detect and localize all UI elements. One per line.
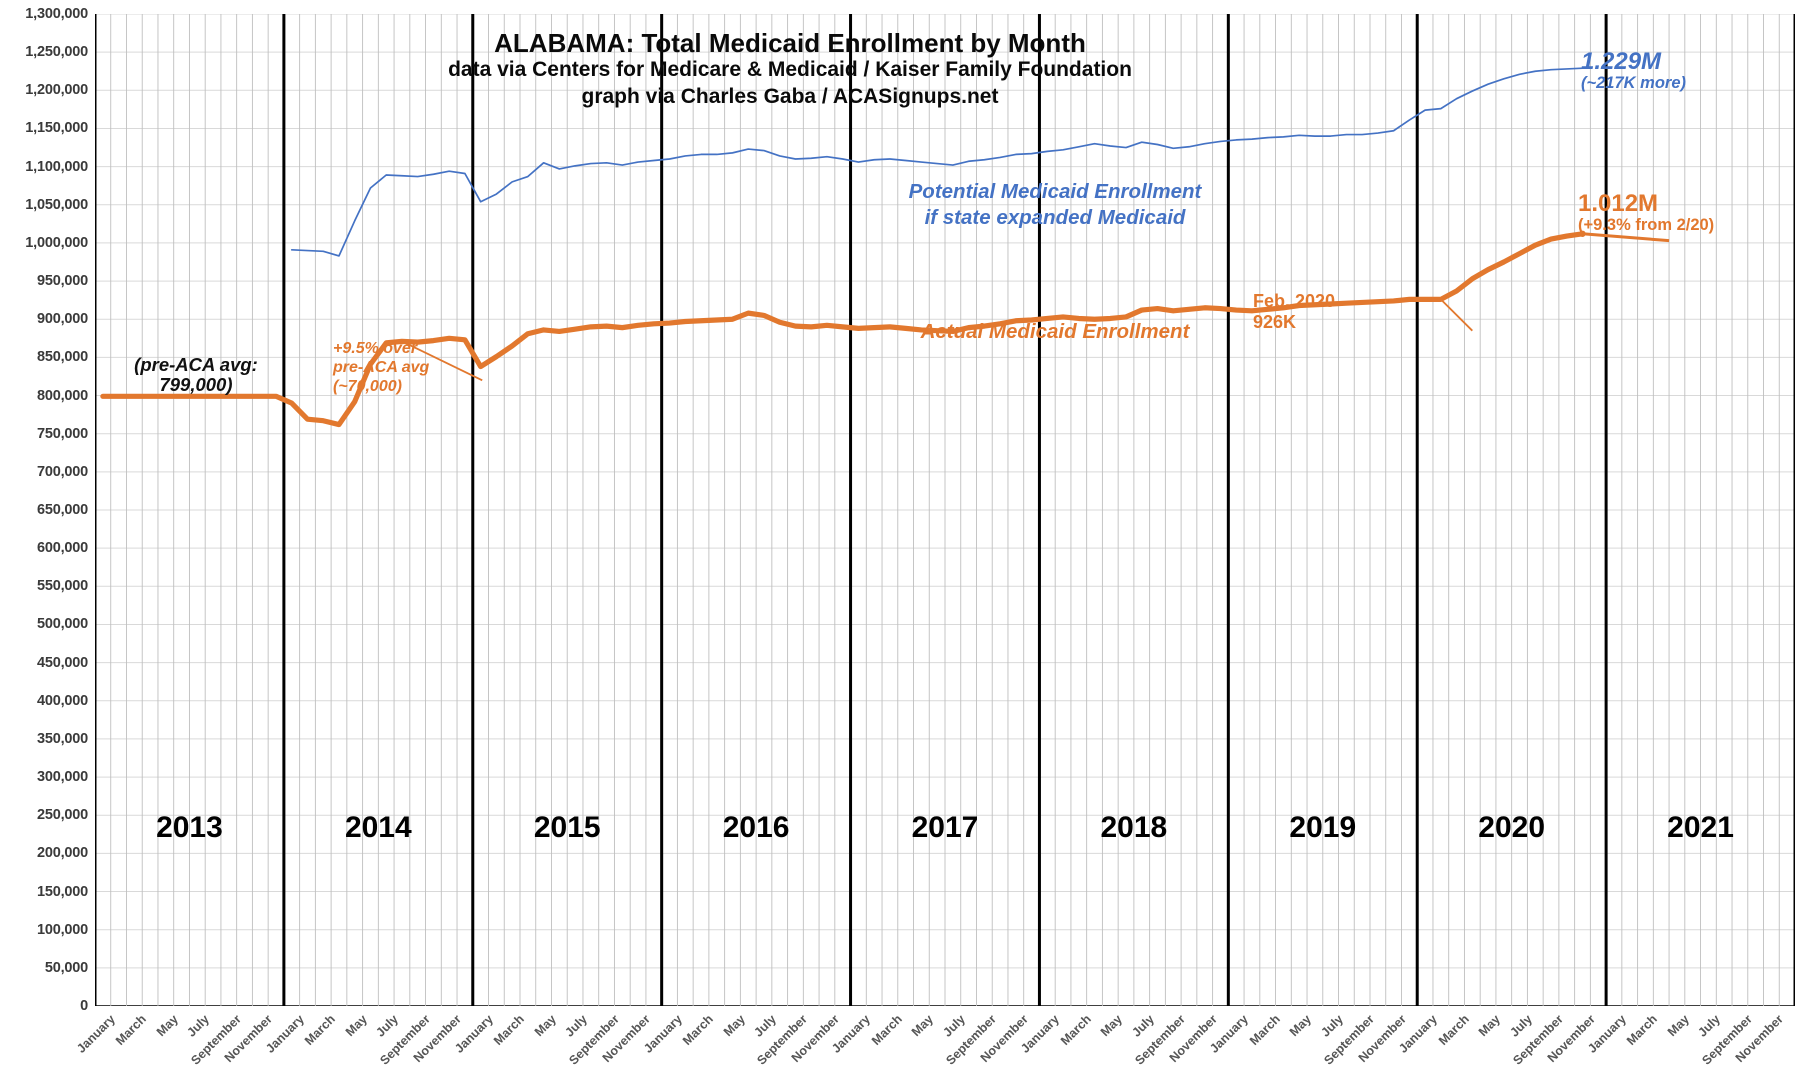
y-axis-tick-label: 1,200,000 bbox=[25, 82, 88, 99]
annotation-potential-value: 1.229M bbox=[1581, 48, 1662, 75]
x-axis-tick-label: May bbox=[1098, 1012, 1126, 1040]
chart-subtitle-credit: graph via Charles Gaba / ACASignups.net bbox=[581, 85, 999, 108]
annotation-potential-delta: (~217K more) bbox=[1581, 74, 1687, 92]
annotation-feb-2020-line2: 926K bbox=[1253, 312, 1297, 332]
x-axis-tick-label: March bbox=[868, 1012, 905, 1048]
y-axis-tick-label: 150,000 bbox=[36, 883, 88, 900]
series-label-potential-line1: Potential Medicaid Enrollment bbox=[908, 180, 1202, 203]
y-axis-tick-label: 900,000 bbox=[36, 311, 88, 328]
x-axis-tick-label: March bbox=[1435, 1012, 1472, 1048]
y-axis-tick-label: 400,000 bbox=[36, 692, 88, 709]
y-axis-tick-label: 1,100,000 bbox=[25, 158, 88, 175]
year-label-2021: 2021 bbox=[1667, 811, 1734, 844]
y-axis-tick-label: 950,000 bbox=[36, 273, 88, 290]
year-label-2013: 2013 bbox=[156, 811, 223, 844]
annotation-actual-value: 1.012M bbox=[1578, 190, 1659, 217]
y-axis-tick-label: 450,000 bbox=[36, 654, 88, 671]
y-axis-tick-label: 850,000 bbox=[36, 349, 88, 366]
x-axis-tick-label: May bbox=[1475, 1012, 1503, 1040]
annotation-actual-delta: (+9.3% from 2/20) bbox=[1578, 216, 1715, 234]
x-axis-tick-label: May bbox=[342, 1012, 370, 1040]
y-axis-tick-label: 0 bbox=[80, 998, 88, 1014]
year-label-2014: 2014 bbox=[344, 811, 412, 844]
y-axis-tick-label: 700,000 bbox=[36, 463, 88, 480]
chart-canvas bbox=[95, 14, 1795, 1006]
year-label-2015: 2015 bbox=[533, 811, 601, 844]
y-axis-tick-label: 550,000 bbox=[36, 578, 88, 595]
x-axis-tick-label: May bbox=[909, 1012, 937, 1040]
x-axis-labels: January March May July September November Janu… bbox=[0, 1012, 1801, 1092]
series-potential bbox=[290, 67, 1584, 257]
series-label-actual: Actual Medicaid Enrollment bbox=[920, 320, 1190, 343]
x-axis-tick-label: March bbox=[491, 1012, 528, 1048]
y-axis-labels: 0 50,000 100,000 150,000 200,000 250,000 300,0… bbox=[0, 0, 88, 1081]
x-axis-tick-label: May bbox=[153, 1012, 181, 1040]
year-label-2018: 2018 bbox=[1100, 811, 1168, 844]
x-axis-tick-label: May bbox=[720, 1012, 748, 1040]
y-axis-tick-label: 750,000 bbox=[36, 425, 88, 442]
chart-subtitle-data-source: data via Centers for Medicare & Medicaid… bbox=[448, 58, 1132, 81]
annotation-pre-aca-line1: (pre-ACA avg: bbox=[134, 354, 258, 375]
y-axis-tick-label: 600,000 bbox=[36, 540, 88, 557]
y-axis-tick-label: 300,000 bbox=[36, 769, 88, 786]
y-axis-tick-label: 50,000 bbox=[44, 959, 88, 976]
year-label-2017: 2017 bbox=[911, 811, 979, 844]
y-axis-tick-label: 1,000,000 bbox=[25, 234, 88, 251]
y-axis-tick-label: 100,000 bbox=[36, 921, 88, 938]
x-axis-tick-label: July bbox=[1695, 1012, 1724, 1040]
x-axis-tick-label: May bbox=[1286, 1012, 1315, 1040]
x-axis-tick-label: July bbox=[1129, 1012, 1157, 1040]
x-axis-tick-label: March bbox=[113, 1012, 150, 1048]
series-actual bbox=[100, 231, 1586, 428]
y-axis-tick-label: 500,000 bbox=[36, 616, 88, 633]
x-axis-tick-label: May bbox=[1664, 1012, 1692, 1040]
year-label-2019: 2019 bbox=[1289, 811, 1357, 844]
annotation-pct-over-line1: +9.5% over bbox=[333, 340, 418, 357]
y-axis-tick-label: 1,250,000 bbox=[25, 44, 88, 61]
x-axis-tick-label: July bbox=[1506, 1012, 1535, 1040]
y-axis-tick-label: 800,000 bbox=[36, 387, 88, 404]
x-axis-tick-label: March bbox=[1057, 1012, 1094, 1048]
annotation-pct-over-line2: pre-ACA avg bbox=[333, 359, 430, 376]
year-label-2020: 2020 bbox=[1478, 811, 1546, 844]
year-label-2016: 2016 bbox=[722, 811, 790, 844]
chart-title: ALABAMA: Total Medicaid Enrollment by Mo… bbox=[494, 28, 1086, 58]
y-axis-tick-label: 1,050,000 bbox=[25, 196, 88, 213]
x-axis-tick-label: May bbox=[531, 1012, 559, 1040]
y-axis-tick-label: 1,150,000 bbox=[25, 120, 88, 137]
annotation-pct-over-line3: (~70,000) bbox=[333, 378, 402, 395]
y-axis-tick-label: 650,000 bbox=[36, 502, 88, 518]
x-axis-tick-label: March bbox=[1624, 1012, 1661, 1048]
y-axis-tick-label: 200,000 bbox=[36, 845, 88, 862]
annotation-pre-aca-line2: 799,000) bbox=[159, 374, 233, 395]
x-axis-tick-label: January bbox=[73, 1012, 118, 1056]
x-axis-tick-label: March bbox=[1246, 1012, 1283, 1048]
x-axis-tick-label: July bbox=[373, 1012, 402, 1040]
x-axis-tick-label: March bbox=[302, 1012, 339, 1048]
annotation-feb-2020-line1: Feb. 2020 bbox=[1253, 291, 1336, 311]
plot-area bbox=[95, 14, 1795, 1006]
x-axis-tick-label: July bbox=[1317, 1012, 1346, 1040]
y-axis-tick-label: 250,000 bbox=[36, 807, 88, 824]
series-label-potential-line2: if state expanded Medicaid bbox=[924, 206, 1186, 229]
y-axis-tick-label: 1,300,000 bbox=[25, 6, 88, 22]
x-axis-tick-label: March bbox=[679, 1012, 716, 1048]
x-axis-tick-label: July bbox=[562, 1012, 590, 1040]
y-axis-tick-label: 350,000 bbox=[36, 730, 88, 747]
x-axis-tick-label: July bbox=[184, 1012, 213, 1040]
